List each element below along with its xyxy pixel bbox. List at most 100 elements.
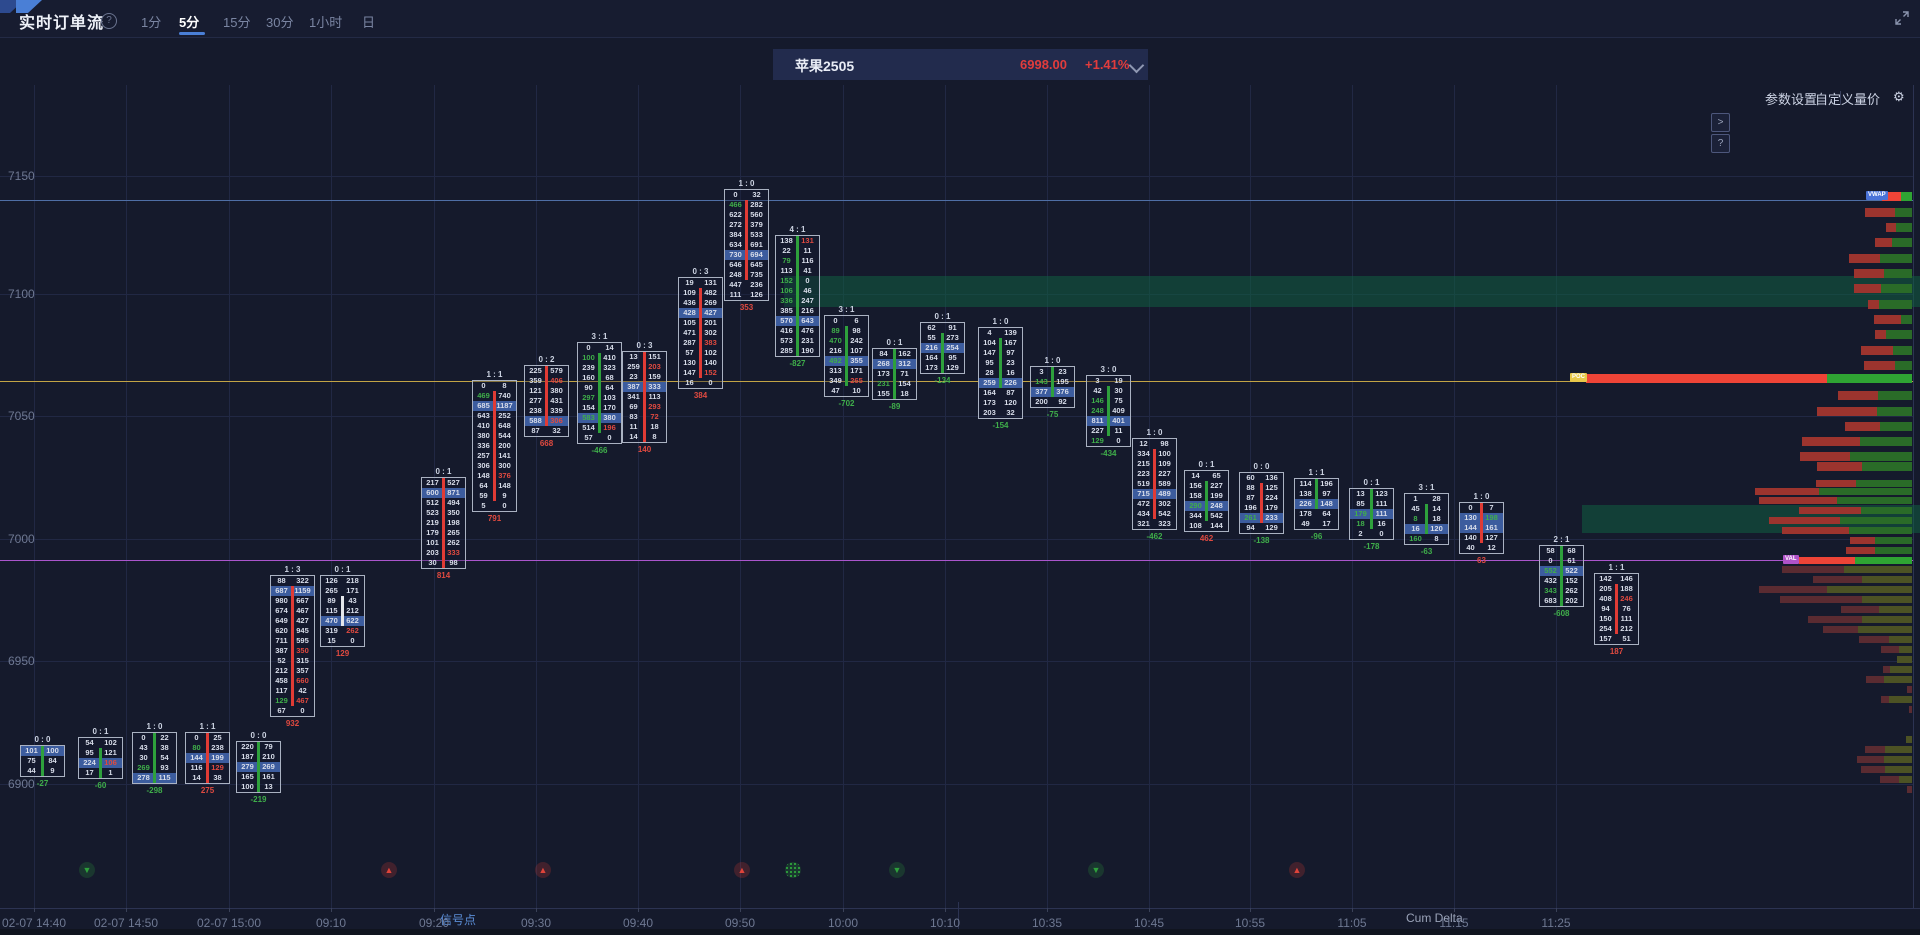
bid-volume: 385 bbox=[780, 306, 793, 315]
ask-volume: 152 bbox=[704, 368, 717, 377]
profile-bar bbox=[1841, 606, 1912, 613]
symbol-selector-bar[interactable]: 苹果2505 6998.00 +1.41% bbox=[773, 49, 1148, 80]
bid-volume: 111 bbox=[729, 290, 742, 299]
ask-volume: 131 bbox=[801, 236, 814, 245]
ask-volume: 203 bbox=[648, 362, 661, 371]
bid-volume: 336 bbox=[477, 441, 490, 450]
profile-ask-segment bbox=[1889, 696, 1912, 703]
bid-volume: 179 bbox=[426, 528, 439, 537]
delta-footer: 353 bbox=[739, 303, 754, 312]
footprint-row: 111 126 bbox=[725, 290, 768, 300]
bid-volume: 359 bbox=[529, 376, 542, 385]
bid-volume: 646 bbox=[729, 260, 742, 269]
profile-bar bbox=[1881, 696, 1912, 703]
bid-volume: 75 bbox=[27, 756, 36, 765]
ask-volume: 97 bbox=[1006, 348, 1015, 357]
bid-volume: 523 bbox=[426, 508, 439, 517]
profile-ask-segment bbox=[1861, 507, 1912, 514]
y-axis-label: 7150 bbox=[8, 169, 35, 183]
tab-30min[interactable]: 30分 bbox=[266, 15, 294, 30]
bid-volume: 980 bbox=[275, 596, 288, 605]
footprint-column: 1 : 1 114 196 138 97 226 148 178 64 49 17 -96 bbox=[1294, 468, 1339, 541]
bid-volume: 203 bbox=[426, 548, 439, 557]
tab-15min[interactable]: 15分 bbox=[223, 15, 251, 30]
candle-body bbox=[845, 326, 848, 386]
footprint-imbalance-header: 3 : 1 bbox=[591, 332, 608, 341]
footprint-row: 297 103 bbox=[578, 393, 621, 403]
delta-footer: -75 bbox=[1046, 410, 1059, 419]
ask-volume: 43 bbox=[348, 596, 357, 605]
y-axis-label: 6950 bbox=[8, 654, 35, 668]
panel-help-button[interactable]: ? bbox=[1711, 134, 1730, 153]
delta-footer: -89 bbox=[888, 402, 901, 411]
ask-volume: 0 bbox=[502, 501, 507, 510]
tab-1min[interactable]: 1分 bbox=[141, 15, 162, 30]
profile-ask-segment bbox=[1895, 361, 1912, 370]
ask-volume: 224 bbox=[1265, 493, 1278, 502]
bid-volume: 297 bbox=[582, 393, 595, 402]
gear-icon[interactable]: ⚙ bbox=[1893, 89, 1905, 104]
delta-footer: -219 bbox=[250, 795, 267, 804]
profile-bid-segment bbox=[1857, 756, 1884, 763]
ask-volume: 16 bbox=[1006, 368, 1015, 377]
footprint-row: 104 167 bbox=[979, 338, 1022, 348]
footprint-row: 471 302 bbox=[679, 328, 722, 338]
bid-volume: 114 bbox=[1299, 479, 1312, 488]
footprint-row: 85 111 bbox=[1350, 499, 1393, 509]
tab-day[interactable]: 日 bbox=[362, 15, 376, 30]
profile-bid-segment bbox=[1881, 646, 1899, 653]
ask-volume: 97 bbox=[1322, 489, 1331, 498]
ask-volume: 6 bbox=[854, 316, 859, 325]
footprint-row: 17 1 bbox=[79, 768, 122, 778]
param-settings-button[interactable]: 参数设置 bbox=[1765, 92, 1818, 107]
bid-volume: 84 bbox=[879, 349, 888, 358]
bid-volume: 62 bbox=[927, 323, 936, 332]
ask-volume: 201 bbox=[704, 318, 717, 327]
footprint-row: 160 68 bbox=[578, 373, 621, 383]
candle-body bbox=[598, 353, 601, 433]
ask-volume: 527 bbox=[447, 478, 460, 487]
bid-volume: 8 bbox=[1413, 514, 1418, 523]
bid-volume: 147 bbox=[683, 368, 696, 377]
ask-volume: 51 bbox=[1622, 634, 1631, 643]
ask-volume: 18 bbox=[650, 422, 659, 431]
ask-volume: 103 bbox=[603, 393, 616, 402]
ask-volume: 42 bbox=[298, 686, 307, 695]
ask-volume: 12 bbox=[1487, 543, 1496, 552]
tab-5min[interactable]: 5分 bbox=[179, 15, 200, 30]
profile-ask-segment bbox=[1827, 586, 1912, 593]
profile-ask-segment bbox=[1897, 656, 1912, 663]
footprint-row: 239 323 bbox=[578, 363, 621, 373]
expand-icon[interactable] bbox=[1894, 10, 1910, 26]
footprint-box: 13 123 85 111 179 111 18 16 2 0 bbox=[1349, 488, 1394, 540]
x-axis-label: 02-07 14:40 bbox=[1, 916, 67, 930]
bid-volume: 4 bbox=[987, 328, 992, 337]
chevron-down-icon[interactable] bbox=[1128, 57, 1145, 74]
delta-footer: 187 bbox=[1609, 647, 1624, 656]
custom-volume-price-button[interactable]: 自定义量价 bbox=[1815, 92, 1881, 107]
orderflow-chart[interactable]: 0 : 0 101 100 75 84 44 9 -27 0 : 1 54 102 95 121 224 1… bbox=[0, 85, 1920, 908]
profile-ask-segment bbox=[1899, 776, 1912, 783]
bid-volume: 447 bbox=[729, 280, 742, 289]
signal-marker: ▼ bbox=[1088, 862, 1104, 878]
collapse-panel-button[interactable]: > bbox=[1711, 113, 1730, 132]
footprint-row: 447 236 bbox=[725, 280, 768, 290]
footprint-row: 336 200 bbox=[473, 441, 516, 451]
bid-volume: 492 bbox=[829, 356, 842, 365]
help-icon[interactable]: ? bbox=[101, 13, 117, 29]
footprint-row: 4 139 bbox=[979, 328, 1022, 338]
tab-1hour[interactable]: 1小时 bbox=[309, 15, 343, 30]
bid-volume: 94 bbox=[1246, 523, 1255, 532]
ask-volume: 1187 bbox=[496, 401, 513, 410]
chart-right-border bbox=[1913, 85, 1914, 908]
ask-volume: 401 bbox=[1112, 416, 1125, 425]
horizontal-gridline bbox=[0, 176, 1913, 177]
bid-volume: 95 bbox=[85, 748, 94, 757]
profile-bar bbox=[1838, 391, 1912, 400]
profile-bid-segment bbox=[1866, 676, 1884, 683]
bid-volume: 13 bbox=[629, 352, 638, 361]
footprint-row: 200 92 bbox=[1031, 397, 1074, 407]
bid-volume: 248 bbox=[729, 270, 742, 279]
bid-volume: 313 bbox=[829, 366, 842, 375]
bid-volume: 160 bbox=[582, 373, 595, 382]
